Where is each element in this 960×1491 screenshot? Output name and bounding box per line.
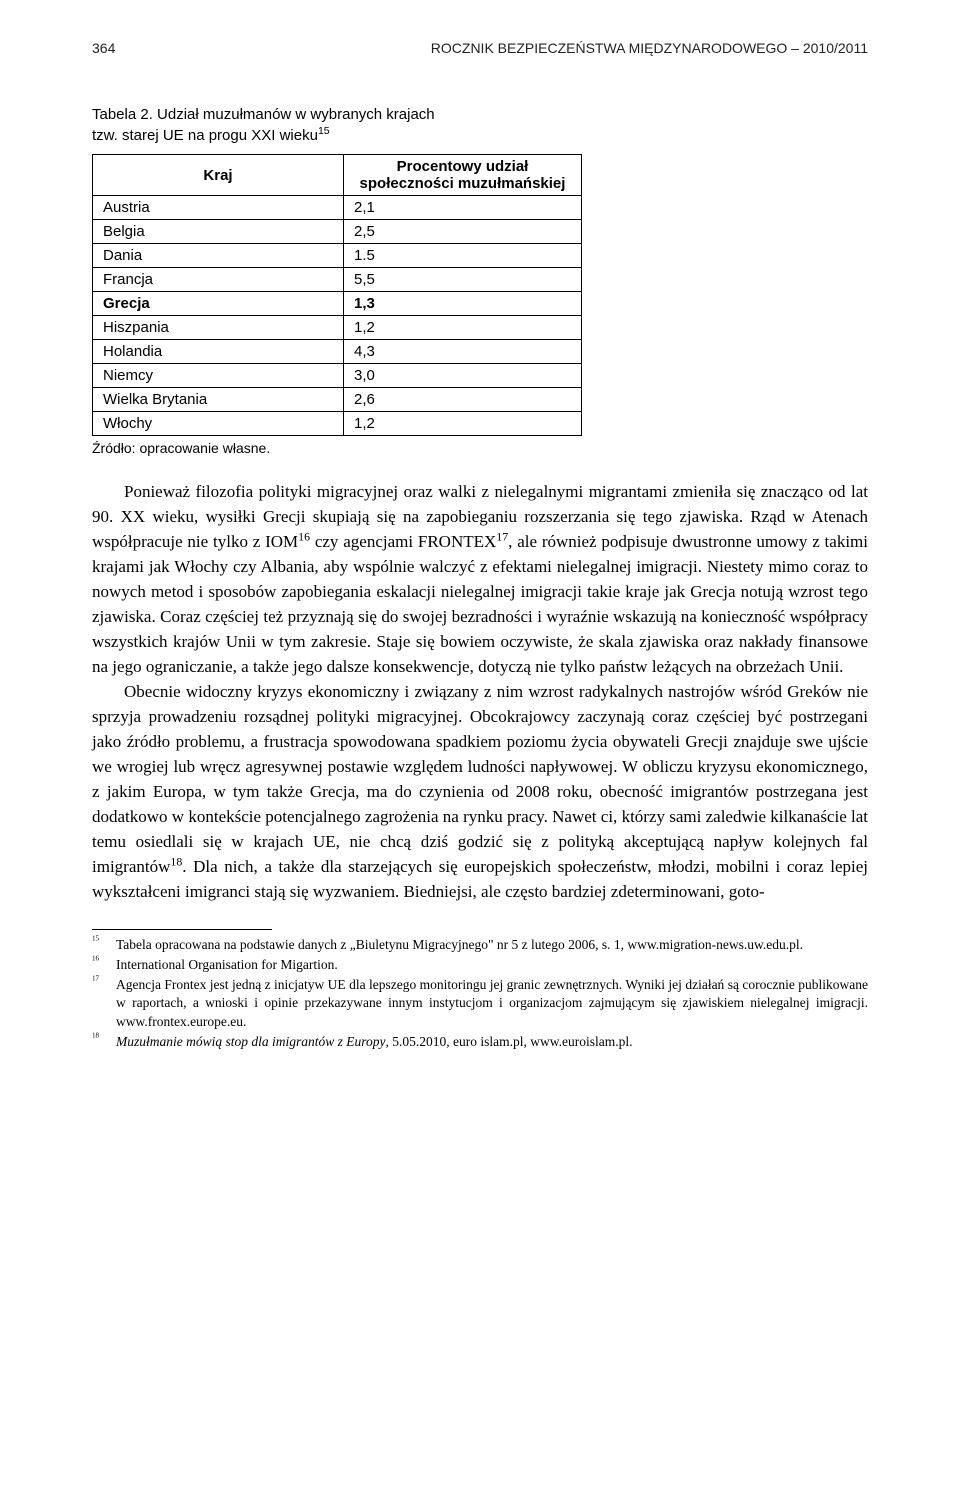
table-caption-sup: 15 [318, 125, 330, 137]
footnotes-separator [92, 929, 272, 930]
table-cell-value: 3,0 [344, 364, 582, 388]
table-row: Włochy1,2 [93, 412, 582, 436]
table-cell-country: Francja [93, 268, 344, 292]
table-cell-value: 2,1 [344, 196, 582, 220]
table-row: Wielka Brytania2,6 [93, 388, 582, 412]
table-caption-line1: Tabela 2. Udział muzułmanów w wybranych … [92, 106, 435, 123]
table-cell-value: 1,2 [344, 316, 582, 340]
footnote-text: International Organisation for Migartion… [116, 956, 868, 974]
table-cell-value: 1,3 [344, 292, 582, 316]
table-cell-value: 2,6 [344, 388, 582, 412]
table-cell-country: Holandia [93, 340, 344, 364]
table-cell-value: 5,5 [344, 268, 582, 292]
table-cell-country: Hiszpania [93, 316, 344, 340]
footnote-number: 15 [92, 936, 112, 954]
table-cell-country: Włochy [93, 412, 344, 436]
running-header: 364 ROCZNIK BEZPIECZEŃSTWA MIĘDZYNARODOW… [92, 40, 868, 56]
table-cell-value: 1.5 [344, 244, 582, 268]
table-cell-value: 2,5 [344, 220, 582, 244]
table-row: Holandia4,3 [93, 340, 582, 364]
table-row: Francja5,5 [93, 268, 582, 292]
footnote-text: Agencja Frontex jest jedną z inicjatyw U… [116, 976, 868, 1031]
table-cell-country: Wielka Brytania [93, 388, 344, 412]
page: 364 ROCZNIK BEZPIECZEŃSTWA MIĘDZYNARODOW… [0, 0, 960, 1113]
body-text: Ponieważ filozofia polityki migracyjnej … [92, 480, 868, 905]
table-cell-country: Belgia [93, 220, 344, 244]
table-cell-value: 1,2 [344, 412, 582, 436]
table-header-row: Kraj Procentowy udział społeczności muzu… [93, 155, 582, 196]
footnote-text: Muzułmanie mówią stop dla imigrantów z E… [116, 1033, 868, 1051]
table-cell-country: Niemcy [93, 364, 344, 388]
table-row: Hiszpania1,2 [93, 316, 582, 340]
table-source: Źródło: opracowanie własne. [92, 440, 868, 456]
muslim-share-table: Kraj Procentowy udział społeczności muzu… [92, 154, 582, 436]
footnote: 17Agencja Frontex jest jedną z inicjatyw… [92, 976, 868, 1031]
footnotes: 15Tabela opracowana na podstawie danych … [92, 936, 868, 1051]
footnote: 16International Organisation for Migarti… [92, 956, 868, 974]
footnote: 18Muzułmanie mówią stop dla imigrantów z… [92, 1033, 868, 1051]
table-cell-country: Grecja [93, 292, 344, 316]
table-header-country: Kraj [93, 155, 344, 196]
table-row: Niemcy3,0 [93, 364, 582, 388]
table-caption: Tabela 2. Udział muzułmanów w wybranych … [92, 104, 868, 146]
table-caption-line2: tzw. starej UE na progu XXI wieku [92, 127, 318, 144]
footnote: 15Tabela opracowana na podstawie danych … [92, 936, 868, 954]
footnote-number: 17 [92, 976, 112, 1031]
table-cell-country: Austria [93, 196, 344, 220]
footnote-text: Tabela opracowana na podstawie danych z … [116, 936, 868, 954]
page-number: 364 [92, 40, 115, 56]
table-cell-country: Dania [93, 244, 344, 268]
table-header-value: Procentowy udział społeczności muzułmańs… [344, 155, 582, 196]
table-row: Grecja1,3 [93, 292, 582, 316]
table-row: Austria2,1 [93, 196, 582, 220]
footnote-number: 16 [92, 956, 112, 974]
table-row: Belgia2,5 [93, 220, 582, 244]
running-title: ROCZNIK BEZPIECZEŃSTWA MIĘDZYNARODOWEGO … [431, 40, 868, 56]
paragraph-2: Obecnie widoczny kryzys ekonomiczny i zw… [92, 680, 868, 905]
paragraph-1: Ponieważ filozofia polityki migracyjnej … [92, 480, 868, 680]
table-row: Dania1.5 [93, 244, 582, 268]
table-cell-value: 4,3 [344, 340, 582, 364]
footnote-number: 18 [92, 1033, 112, 1051]
